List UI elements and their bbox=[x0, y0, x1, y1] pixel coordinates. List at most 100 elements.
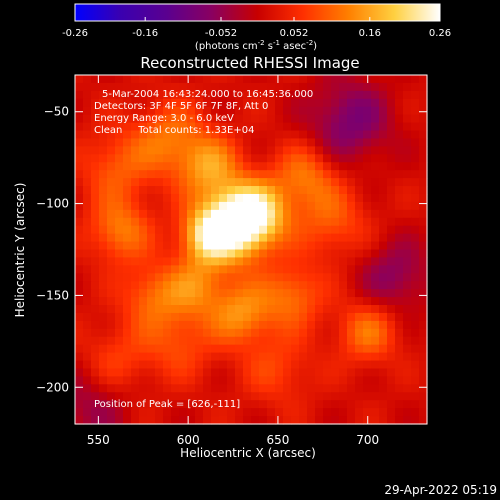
heatmap-cell bbox=[395, 320, 404, 330]
heatmap-cell bbox=[283, 328, 292, 338]
heatmap-cell bbox=[91, 336, 100, 346]
heatmap-cell bbox=[219, 400, 228, 409]
heatmap-cell bbox=[243, 217, 252, 227]
heatmap-cell bbox=[99, 75, 108, 84]
heatmap-cell bbox=[259, 368, 268, 378]
heatmap-cell bbox=[251, 297, 260, 306]
heatmap-cell bbox=[227, 114, 236, 124]
heatmap-cell bbox=[411, 241, 420, 251]
annotation-block: 5-Mar-2004 16:43:24.000 to 16:45:36.000 … bbox=[94, 89, 313, 136]
heatmap-cell bbox=[395, 328, 404, 338]
heatmap-cell bbox=[371, 106, 380, 116]
heatmap-cell bbox=[419, 186, 428, 195]
heatmap-cell bbox=[187, 249, 196, 259]
heatmap-cell bbox=[331, 336, 340, 346]
heatmap-cell bbox=[83, 90, 92, 100]
heatmap-cell bbox=[107, 392, 116, 401]
heatmap-cell bbox=[323, 122, 332, 132]
heatmap-cell bbox=[307, 289, 316, 298]
heatmap-cell bbox=[179, 344, 188, 354]
heatmap-cell bbox=[419, 209, 428, 219]
heatmap-cell bbox=[275, 336, 284, 346]
heatmap-cell bbox=[187, 312, 196, 322]
heatmap-cell bbox=[291, 162, 300, 171]
heatmap-cell bbox=[203, 281, 212, 290]
heatmap-cell bbox=[283, 138, 292, 147]
heatmap-cell bbox=[395, 170, 404, 179]
heatmap-cell bbox=[171, 344, 180, 354]
heatmap-cell bbox=[187, 281, 196, 290]
heatmap-cell bbox=[251, 376, 260, 385]
heatmap-cell bbox=[275, 312, 284, 322]
heatmap-cell bbox=[363, 98, 372, 108]
heatmap-cell bbox=[243, 305, 252, 314]
heatmap-cell bbox=[299, 368, 308, 378]
plot-frame bbox=[74, 74, 428, 425]
heatmap-cell bbox=[251, 368, 260, 378]
heatmap-cell bbox=[235, 400, 244, 409]
heatmap-cell bbox=[147, 289, 156, 298]
heatmap-cell bbox=[339, 233, 348, 243]
heatmap-cell bbox=[163, 98, 172, 108]
heatmap-cell bbox=[339, 297, 348, 306]
heatmap-cell bbox=[203, 392, 212, 401]
heatmap-cell bbox=[99, 376, 108, 385]
heatmap-cell bbox=[379, 106, 388, 116]
heatmap-cell bbox=[99, 170, 108, 179]
heatmap-cell bbox=[315, 312, 324, 322]
heatmap-cell bbox=[83, 75, 92, 84]
heatmap-cell bbox=[243, 75, 252, 84]
heatmap-cell bbox=[147, 170, 156, 179]
heatmap-cell bbox=[347, 281, 356, 290]
heatmap-cell bbox=[403, 186, 412, 195]
heatmap-cell bbox=[179, 225, 188, 235]
heatmap-cell bbox=[323, 98, 332, 108]
heatmap-cell bbox=[371, 170, 380, 179]
heatmap-cell bbox=[83, 289, 92, 298]
heatmap-cell bbox=[379, 312, 388, 322]
heatmap-cell bbox=[123, 312, 132, 322]
heatmap-cell bbox=[371, 201, 380, 211]
heatmap-cell bbox=[107, 178, 116, 187]
heatmap-cell bbox=[227, 392, 236, 401]
heatmap-cell bbox=[235, 90, 244, 100]
heatmap-cell bbox=[171, 312, 180, 322]
heatmap-cell bbox=[219, 360, 228, 370]
heatmap-cell bbox=[155, 297, 164, 306]
heatmap-cell bbox=[395, 209, 404, 219]
heatmap-cell bbox=[75, 170, 84, 179]
heatmap-cell bbox=[195, 201, 204, 211]
heatmap-cell bbox=[243, 201, 252, 211]
heatmap-cell bbox=[395, 400, 404, 409]
heatmap-cell bbox=[259, 90, 268, 100]
heatmap-cell bbox=[283, 368, 292, 378]
heatmap-cell bbox=[323, 376, 332, 385]
heatmap-cell bbox=[291, 241, 300, 251]
heatmap-cell bbox=[403, 241, 412, 251]
heatmap-cell bbox=[363, 249, 372, 259]
heatmap-cell bbox=[387, 90, 396, 100]
heatmap-cell bbox=[171, 225, 180, 235]
heatmap-cell bbox=[267, 360, 276, 370]
heatmap-cell bbox=[219, 249, 228, 259]
heatmap-cell bbox=[243, 146, 252, 155]
heatmap-cell bbox=[195, 130, 204, 140]
heatmap-cell bbox=[315, 114, 324, 124]
heatmap-cell bbox=[91, 376, 100, 385]
heatmap-cell bbox=[163, 82, 172, 92]
heatmap-cell bbox=[379, 90, 388, 100]
heatmap-cell bbox=[123, 186, 132, 195]
heatmap-cell bbox=[187, 90, 196, 100]
heatmap-cell bbox=[107, 162, 116, 171]
heatmap-cell bbox=[419, 98, 428, 108]
heatmap-cell bbox=[411, 384, 420, 393]
heatmap-cell bbox=[171, 368, 180, 378]
heatmap-cell bbox=[251, 336, 260, 346]
heatmap-cell bbox=[235, 297, 244, 306]
heatmap-cell bbox=[115, 82, 124, 92]
heatmap-cell bbox=[235, 170, 244, 179]
heatmap-cell bbox=[419, 130, 428, 140]
heatmap-cell bbox=[387, 193, 396, 203]
heatmap-cell bbox=[107, 98, 116, 108]
heatmap-cell bbox=[99, 178, 108, 187]
